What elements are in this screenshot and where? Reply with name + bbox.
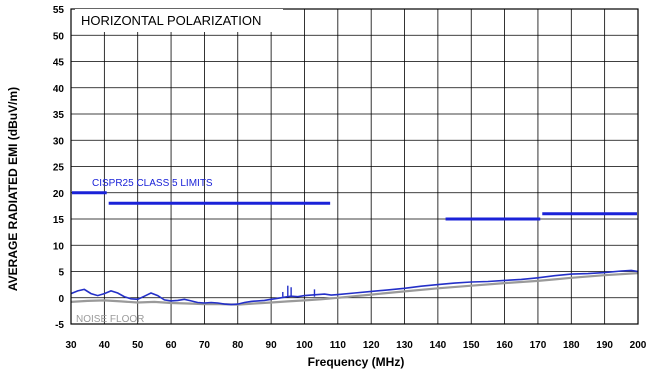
measurement-layer: [70, 269, 639, 306]
limit-lines-layer: [72, 191, 637, 221]
x-tick-label: 100: [296, 340, 313, 351]
limit-label: CISPR25 CLASS 5 LIMITS: [92, 178, 213, 189]
measurement-line: [70, 269, 639, 306]
x-tick-label: 90: [266, 340, 278, 351]
x-tick-labels: 30 40 50 60 70 80 90 100 110 120 130 140 150 160 170 18…: [65, 340, 646, 351]
x-tick-label: 80: [232, 340, 244, 351]
y-tick-label: 40: [53, 84, 65, 95]
y-tick-label: 0: [58, 294, 64, 305]
title-box: [75, 9, 283, 32]
noise-floor-label: NOISE FLOOR: [76, 314, 144, 325]
x-tick-label: 150: [463, 340, 480, 351]
x-tick-label: 190: [596, 340, 613, 351]
x-tick-label: 70: [199, 340, 211, 351]
y-tick-label: 20: [53, 189, 65, 200]
y-tick-labels: -5 0 5 10 15 20 25 30 35 40 45 50 55: [53, 5, 65, 331]
y-tick-label: -5: [55, 320, 64, 331]
x-tick-label: 30: [65, 340, 77, 351]
x-tick-label: 60: [165, 340, 177, 351]
plot-frame: [70, 8, 639, 325]
x-tick-label: 110: [330, 340, 347, 351]
chart-grid: [70, 8, 639, 325]
x-tick-label: 130: [396, 340, 413, 351]
y-tick-label: 25: [53, 163, 65, 174]
y-tick-label: 15: [53, 215, 65, 226]
y-tick-label: 30: [53, 136, 65, 147]
x-tick-label: 200: [630, 340, 647, 351]
chart-title: HORIZONTAL POLARIZATION: [81, 13, 261, 28]
y-tick-label: 35: [53, 110, 65, 121]
y-tick-label: 5: [58, 268, 64, 279]
noise-floor-line: [70, 272, 639, 306]
y-tick-label: 55: [53, 5, 65, 16]
x-axis-title: Frequency (MHz): [308, 355, 405, 369]
x-tick-label: 170: [530, 340, 547, 351]
x-tick-label: 160: [496, 340, 513, 351]
y-axis-title: AVERAGE RADIATED EMI (dBuV/m): [6, 87, 20, 291]
y-tick-label: 45: [53, 58, 65, 69]
x-tick-label: 40: [99, 340, 111, 351]
x-tick-label: 50: [132, 340, 144, 351]
y-tick-label: 50: [53, 31, 65, 42]
x-tick-label: 140: [430, 340, 447, 351]
y-tick-label: 10: [53, 241, 65, 252]
noise-floor-layer: [70, 272, 639, 306]
x-tick-label: 120: [363, 340, 380, 351]
x-tick-label: 180: [563, 340, 580, 351]
